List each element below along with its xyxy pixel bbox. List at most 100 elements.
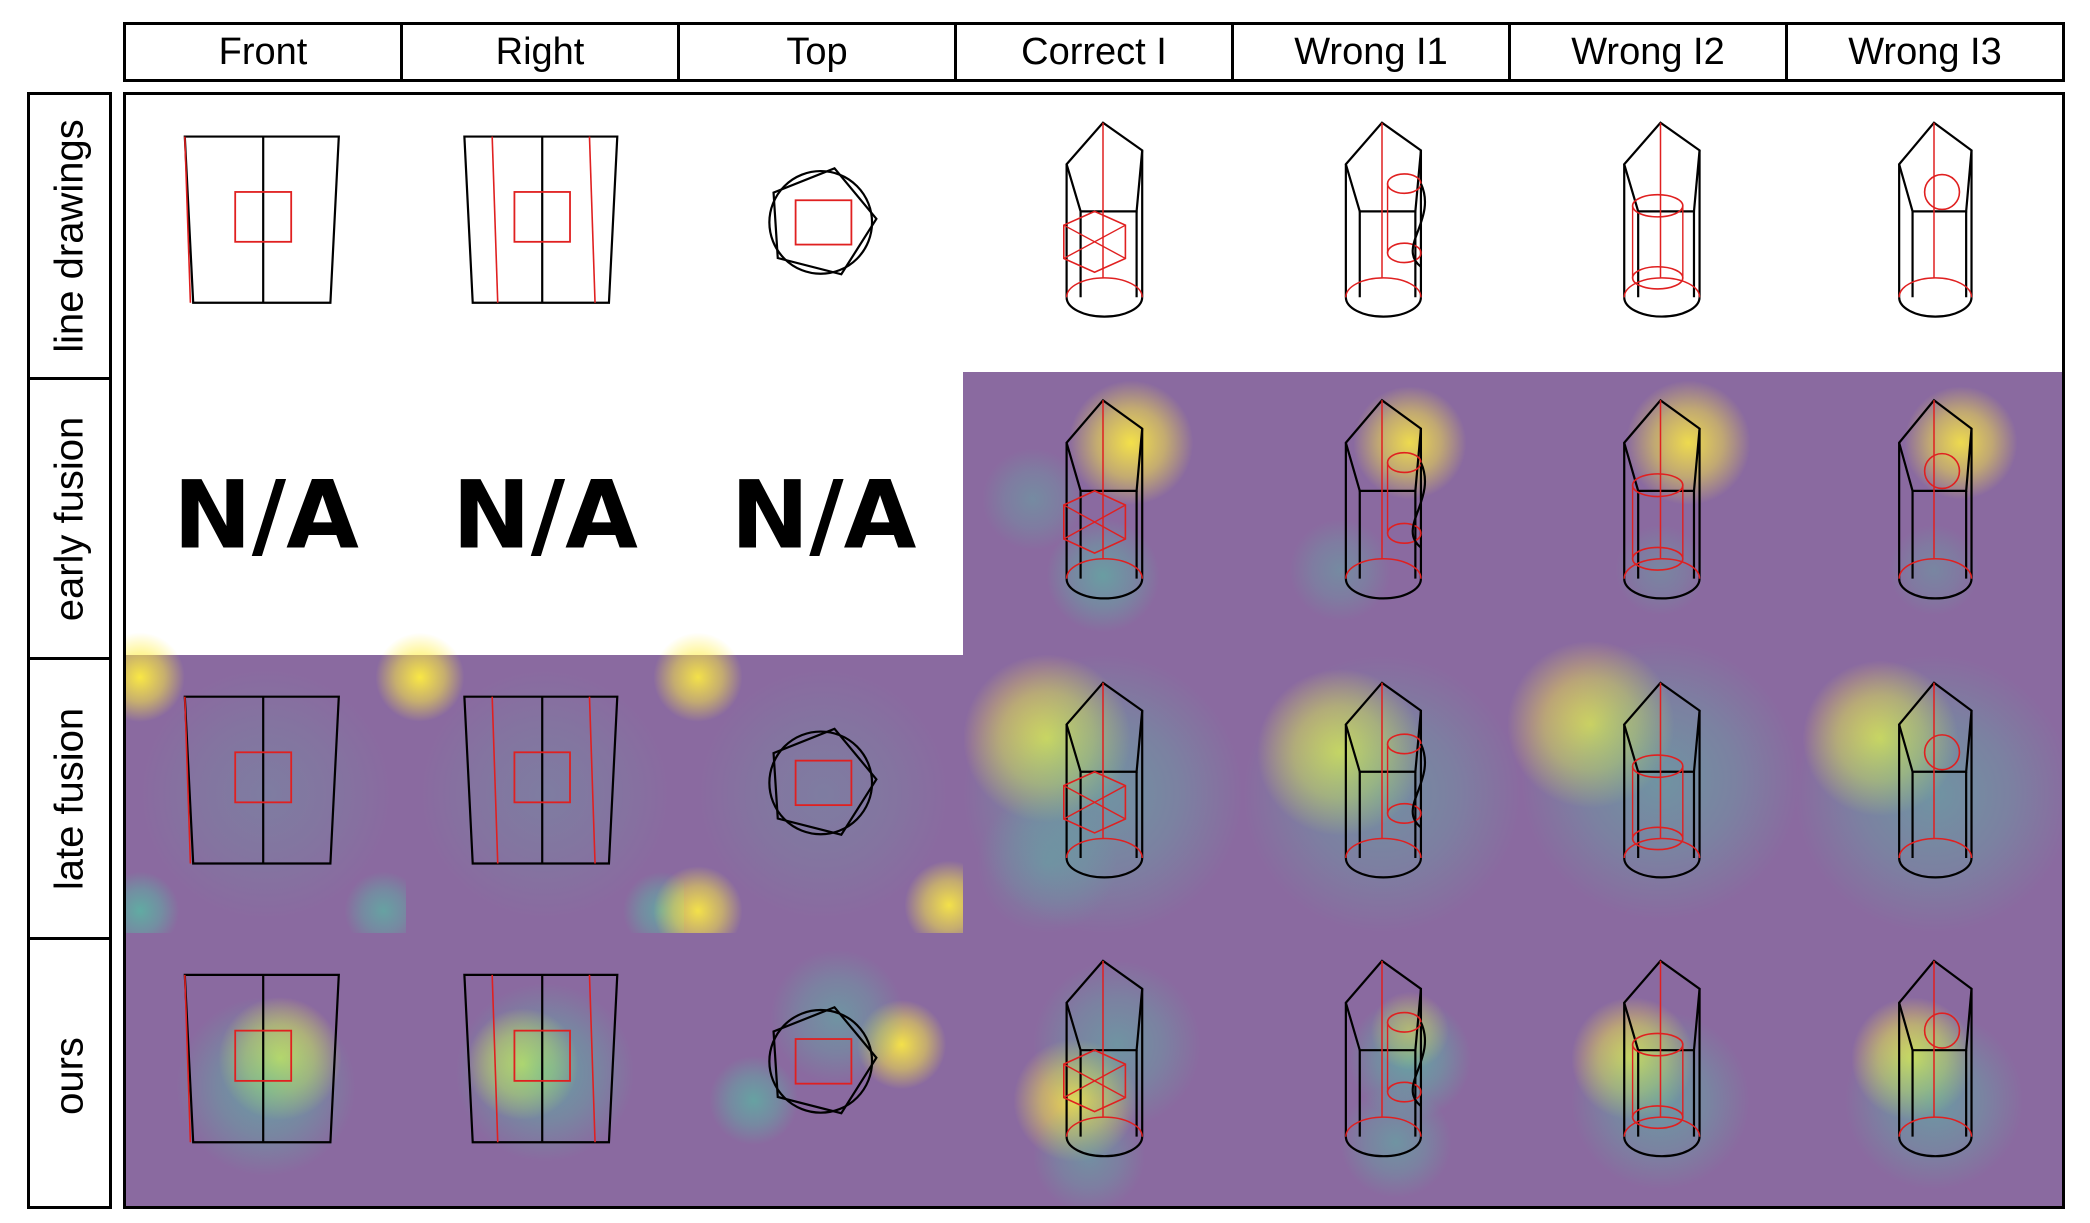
pentagon-top [1344,959,1423,1052]
cylinder-base-back [1065,1116,1143,1137]
cell-graphic [1521,372,1800,655]
cylinder-base-back [1623,1116,1701,1137]
cell-early-fusion-wrong-i2 [1521,372,1800,655]
cylinder-base-front [1623,1136,1701,1158]
cylinder-base-front [1344,578,1423,600]
cell-ours-front [126,933,406,1206]
heatmap-spot [455,983,635,1162]
cell-ours-top [684,933,963,1206]
row-label-late-fusion: late fusion [30,660,109,940]
outline-trapezoid [183,973,340,1144]
pentagon-top [1065,681,1144,773]
cylinder-base-front [1898,578,1973,600]
heatmap-spot [126,632,185,723]
outline-trapezoid [463,973,619,1144]
cylinder-base-back [1898,558,1973,579]
pentagon-top [1344,681,1423,773]
hidden-cylinder-top [1386,173,1422,195]
cell-graphic [1800,933,2062,1206]
hidden-cylinder-bottom [1386,242,1422,264]
cylinder-base-back [1065,558,1143,579]
cell-line-drawings-correct-i [963,95,1243,372]
cell-late-fusion-right [375,632,701,950]
heatmap-spot [1046,519,1160,633]
cell-graphic [1897,121,1973,318]
cell-graphic [406,933,684,1206]
pentagon-top [1065,121,1144,213]
cell-graphic: N/A [173,462,359,571]
hidden-edge [184,696,192,864]
cell-graphic [375,632,701,950]
cylinder-base-front [1623,857,1701,879]
isometric-drawing [1897,681,1973,879]
cell-graphic [963,933,1243,1206]
pentagon-top [1344,398,1423,492]
cylinder-base-front [1344,1136,1423,1158]
isometric-drawing [1344,121,1427,318]
outline-trapezoid [183,695,340,865]
cell-graphic [963,372,1243,655]
cell-early-fusion-right: N/A [406,372,684,655]
cell-line-drawings-top [684,95,963,372]
column-header-top: Top [680,25,957,79]
heatmap-spot [709,1055,799,1146]
isometric-drawing [1063,681,1144,879]
cell-graphic [126,632,423,950]
pentagon-top [1623,121,1701,213]
isometric-drawing [1623,681,1701,879]
not-applicable-label: N/A [173,462,359,571]
cylinder-base-back [1345,837,1422,858]
cell-early-fusion-wrong-i1 [1243,372,1521,655]
line-drawing [768,727,878,836]
isometric-drawing [1344,398,1427,600]
column-header-bar: Front Right Top Correct I Wrong I1 Wrong… [123,22,2065,82]
hidden-sphere [1923,734,1961,771]
line-drawing [463,135,619,304]
heatmap-spot [977,793,1117,934]
isometric-drawing [1344,681,1427,879]
hidden-rectangle [513,1029,571,1082]
cylinder-base-front [1898,857,1973,879]
hidden-edge [1063,504,1126,540]
cell-graphic [1243,655,1521,933]
pentagon-top [1897,398,1973,492]
hidden-sphere [1923,1012,1961,1049]
cylinder-base-back [1345,277,1422,298]
cylinder-base-front [1344,857,1423,879]
pentagon-top [1623,681,1701,773]
hidden-rectangle [513,751,571,804]
cell-ours-wrong-i2 [1521,933,1800,1206]
cell-graphic [1243,372,1521,655]
row-label-ours: ours [47,1037,91,1115]
isometric-drawing [1623,398,1701,600]
cell-ours-wrong-i3 [1800,933,2062,1206]
cylinder-base-front [1623,578,1701,600]
pentagon-top [1897,121,1973,213]
heatmap-spot [1289,519,1392,622]
cell-graphic [1623,121,1701,318]
cell-graphic: N/A [731,462,917,571]
column-header-wrong-3: Wrong I3 [1848,30,2002,73]
hidden-rectangle [234,1029,293,1082]
cell-graphic [653,632,994,956]
cell-graphic [1800,372,2062,655]
cylinder-base-back [1065,277,1143,298]
cell-graphic [183,135,340,304]
heatmap-spot [1904,386,2018,500]
heatmap-spot [375,632,465,722]
cell-late-fusion-front [126,632,423,950]
cylinder-cut-edge [1411,1021,1427,1107]
cell-graphic [1344,121,1427,318]
isometric-drawing [1897,398,1973,600]
heatmap-spot [697,668,950,920]
cylinder-cut-edge [1411,183,1427,268]
hidden-edge [491,696,499,864]
hidden-rectangle [513,191,571,243]
cylinder-base-back [1898,1116,1973,1137]
isometric-drawing [1063,959,1144,1158]
row-label-column: line drawings early fusion late fusion o… [27,92,112,1209]
cylinder-base-back [1623,837,1701,858]
heatmap-spot [982,448,1084,551]
cell-graphic [1507,640,1800,933]
pentagon-top [1897,959,1973,1052]
